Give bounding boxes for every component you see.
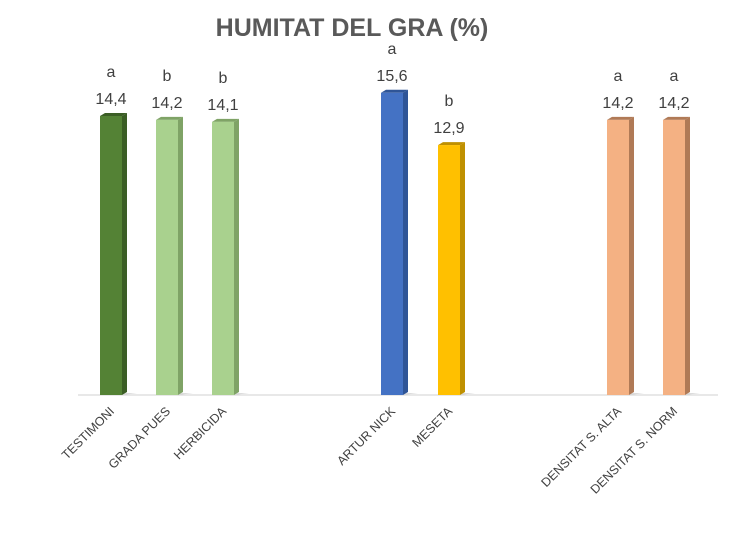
bar-top	[438, 142, 465, 146]
category-label: HERBICIDA	[171, 404, 229, 462]
bar	[381, 92, 403, 395]
bar	[212, 121, 234, 395]
bar-top	[663, 116, 690, 120]
significance-label: b	[219, 70, 228, 87]
bar	[438, 145, 460, 395]
bar-side	[234, 118, 239, 395]
bar	[663, 119, 685, 395]
bar-side	[122, 113, 127, 395]
significance-label: a	[614, 68, 623, 85]
category-label: MESETA	[410, 404, 456, 450]
bar	[100, 116, 122, 395]
data-label: 14,4	[95, 91, 126, 108]
significance-label: a	[388, 41, 397, 58]
category-label: ARTUR NICK	[334, 404, 398, 468]
bar-top	[156, 116, 183, 120]
data-label: 14,2	[658, 95, 689, 112]
significance-label: b	[445, 93, 454, 110]
significance-label: a	[107, 64, 116, 81]
bar-side	[685, 116, 690, 395]
bar-side	[460, 142, 465, 395]
bar-side	[403, 89, 408, 395]
bar	[156, 119, 178, 395]
data-label: 14,2	[602, 95, 633, 112]
data-label: 12,9	[433, 120, 464, 137]
significance-label: b	[163, 68, 172, 85]
significance-label: a	[670, 68, 679, 85]
data-label: 14,2	[151, 95, 182, 112]
bar-top	[100, 113, 127, 116]
category-label: TESTIMONI	[59, 404, 117, 462]
bar-side	[629, 116, 634, 395]
bar-side	[178, 116, 183, 395]
bar-top	[381, 89, 408, 93]
data-label: 14,1	[207, 97, 238, 114]
bar-top	[212, 118, 239, 122]
data-label: 15,6	[376, 68, 407, 85]
bar	[607, 119, 629, 395]
bar-top	[607, 116, 634, 120]
chart-title: HUMITAT DEL GRA (%)	[216, 14, 489, 42]
